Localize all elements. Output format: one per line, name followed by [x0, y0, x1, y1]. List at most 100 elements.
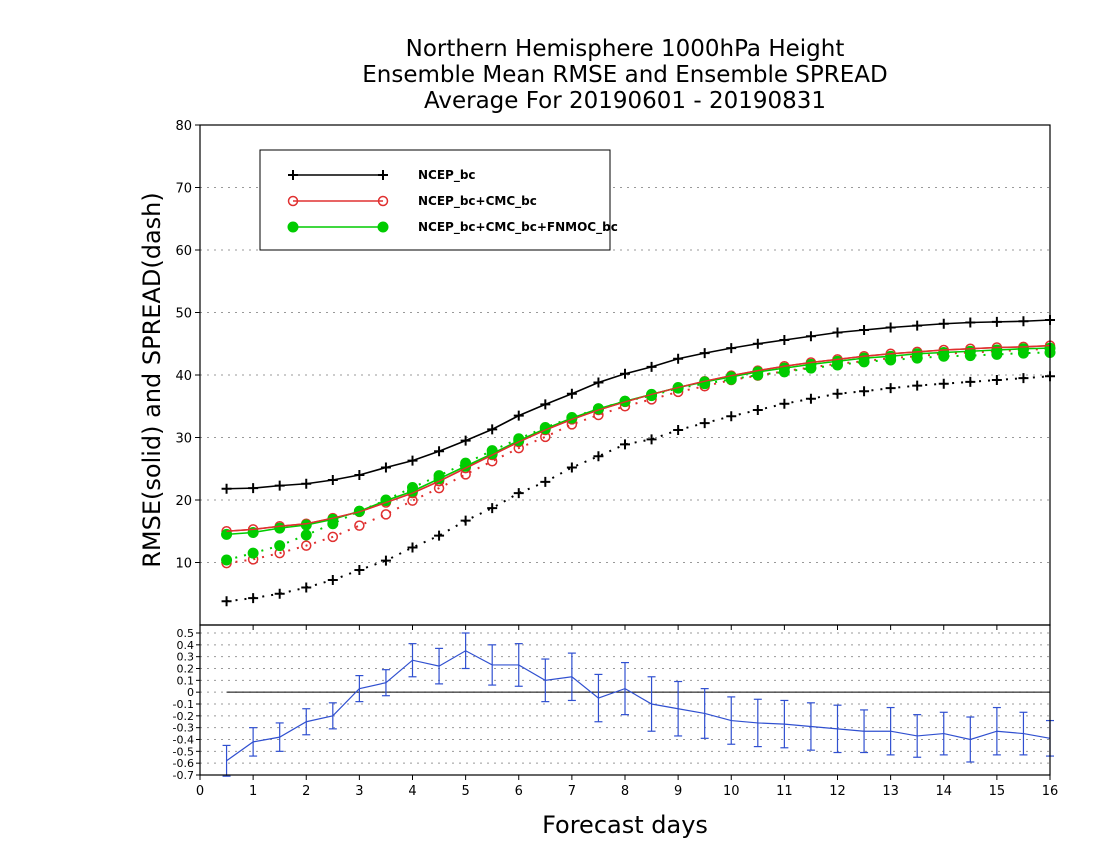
filled-circle-marker [221, 528, 233, 540]
plus-marker [938, 378, 949, 389]
spread-line [226, 351, 1051, 561]
bottom-y-tick-label: 0.2 [177, 663, 195, 676]
plus-marker [301, 478, 312, 489]
bottom-y-tick-label: 0.3 [177, 651, 195, 664]
plus-marker [248, 483, 259, 494]
rmse-line-overlay [226, 344, 1051, 532]
x-tick-label: 5 [461, 784, 469, 799]
open-circle-marker [327, 531, 339, 543]
difference-series [222, 632, 1054, 777]
x-tick-label: 9 [674, 784, 682, 799]
plus-marker [965, 317, 976, 328]
filled-circle-marker [832, 355, 843, 367]
filled-circle-marker [778, 362, 790, 374]
bottom-panel-series [222, 632, 1054, 777]
bottom-y-tick-label: 0.4 [177, 639, 195, 652]
y-axis-label: RMSE(solid) and SPREAD(dash) [138, 192, 166, 568]
x-tick-label: 8 [621, 784, 629, 799]
x-tick-label: 6 [515, 784, 523, 799]
x-tick-label: 16 [1042, 784, 1059, 799]
open-circle-marker [301, 540, 312, 551]
x-tick-label: 12 [829, 784, 846, 799]
plus-marker [274, 480, 285, 491]
filled-circle-marker [247, 547, 259, 559]
plus-marker [699, 418, 710, 429]
filled-circle-marker [885, 350, 897, 362]
chart-title: Northern Hemisphere 1000hPa Height Ensem… [200, 36, 1050, 114]
plus-marker [540, 399, 551, 410]
plus-marker [805, 331, 816, 342]
x-tick-label: 10 [723, 784, 740, 799]
plus-marker [460, 435, 471, 446]
plus-marker [646, 434, 657, 445]
filled-circle-marker [274, 540, 286, 552]
difference-line [226, 650, 1051, 762]
plus-marker [274, 588, 285, 599]
open-circle-marker [380, 509, 392, 520]
plus-marker [726, 343, 737, 354]
plus-marker [327, 475, 338, 485]
plus-marker [407, 455, 418, 466]
plus-marker [912, 380, 923, 391]
top-y-tick-label: 20 [175, 494, 192, 509]
plus-marker [726, 411, 737, 422]
plus-marker [513, 488, 524, 499]
plus-marker [487, 424, 498, 435]
plus-marker [513, 410, 524, 421]
x-axis-label: Forecast days [542, 811, 708, 839]
plus-marker [859, 386, 870, 397]
bottom-y-tick-label: -0.7 [173, 769, 194, 782]
plus-marker [673, 425, 684, 435]
title-line-2: Ensemble Mean RMSE and Ensemble SPREAD [362, 62, 888, 88]
filled-circle-marker [221, 554, 233, 566]
spread-line [226, 347, 1051, 565]
filled-circle-marker [964, 345, 976, 357]
series-NCEP_bc [221, 315, 1055, 607]
plus-marker [380, 462, 391, 473]
plus-marker [378, 170, 388, 180]
x-tick-label: 2 [302, 784, 310, 799]
x-tick-label: 0 [196, 784, 204, 799]
rmse-line [226, 347, 1051, 536]
plus-marker [885, 322, 896, 333]
axes: 1020304050607080-0.7-0.6-0.5-0.4-0.3-0.2… [173, 119, 1059, 799]
plus-marker [354, 470, 365, 480]
spread-line [226, 375, 1051, 603]
plus-marker [832, 388, 843, 399]
bottom-y-tick-label: -0.5 [173, 745, 194, 758]
legend-label: NCEP_bc+CMC_bc [418, 194, 537, 209]
top-y-tick-label: 10 [175, 557, 192, 572]
plus-marker [593, 451, 604, 462]
filled-circle-marker [377, 221, 389, 233]
filled-circle-marker [991, 344, 1003, 356]
filled-circle-marker [300, 519, 312, 531]
bottom-y-tick-label: -0.6 [173, 757, 194, 770]
plus-marker [965, 376, 976, 387]
top-y-tick-label: 60 [175, 244, 192, 259]
top-y-tick-label: 70 [175, 182, 192, 197]
legend-label: NCEP_bc+CMC_bc+FNMOC_bc [418, 220, 618, 235]
bottom-y-tick-label: -0.2 [173, 710, 194, 723]
legend: NCEP_bc NCEP_bc+CMC_bc NCEP_bc+CMC_bc+FNMO… [259, 149, 618, 251]
plus-marker [991, 316, 1002, 327]
plus-marker [805, 393, 816, 404]
filled-circle-marker [287, 221, 299, 233]
plus-marker [434, 530, 445, 541]
series-overlay-red [226, 344, 1051, 532]
plus-marker [540, 476, 551, 487]
plus-marker [434, 446, 445, 457]
bottom-y-tick-label: 0 [187, 686, 194, 699]
plus-marker [407, 542, 418, 553]
plus-marker [885, 383, 896, 394]
top-y-tick-label: 30 [175, 432, 192, 447]
x-tick-label: 7 [568, 784, 576, 799]
title-line-3: Average For 20190601 - 20190831 [423, 88, 827, 114]
plus-marker [460, 515, 471, 526]
plus-marker [620, 439, 630, 450]
plus-marker [752, 405, 763, 415]
top-panel-series [221, 315, 1056, 607]
plus-marker [938, 318, 949, 329]
plus-marker [248, 593, 259, 604]
filled-circle-marker [274, 522, 286, 534]
plus-marker [566, 388, 577, 399]
